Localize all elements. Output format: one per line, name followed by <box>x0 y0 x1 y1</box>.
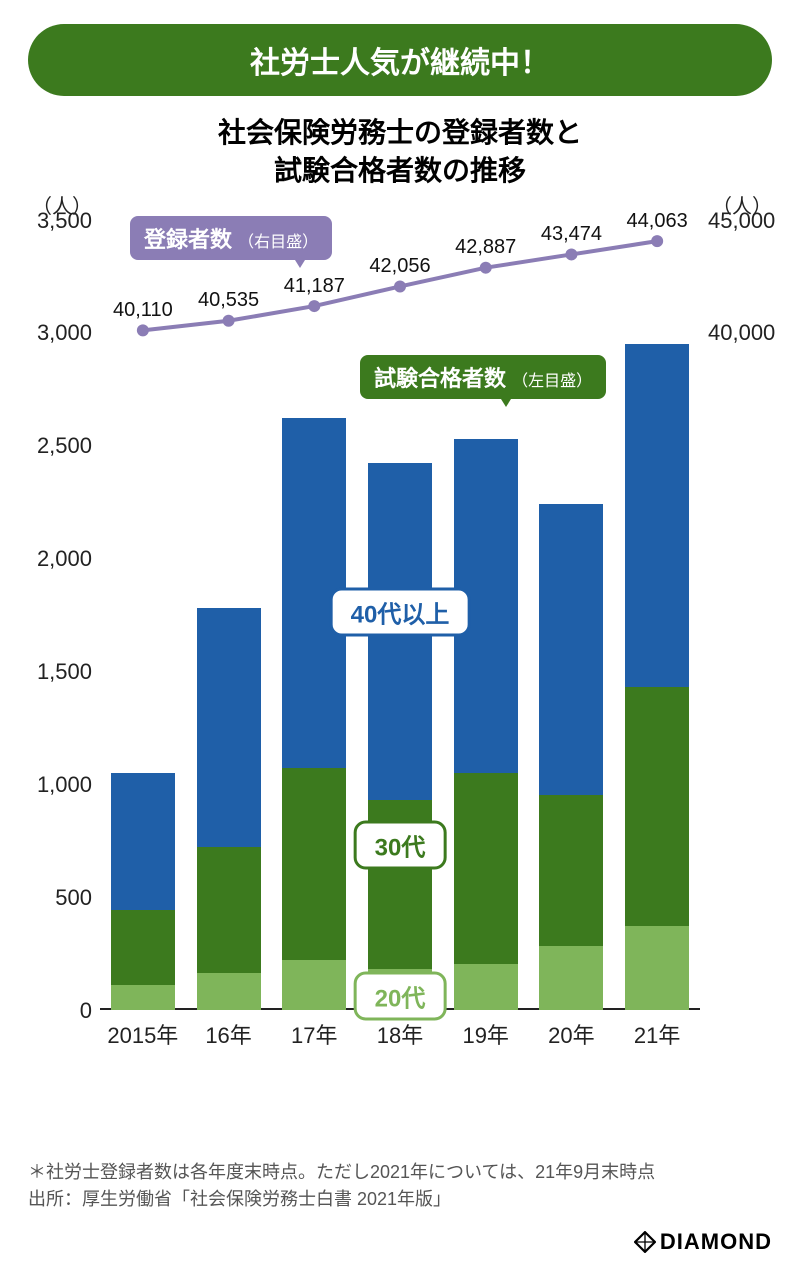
xtick: 16年 <box>205 1010 251 1050</box>
brand-logo: DIAMOND <box>634 1229 772 1255</box>
line-value-label: 42,887 <box>455 236 516 259</box>
line-value-label: 40,110 <box>113 299 173 322</box>
chart-area: （人）（人）05001,0001,5002,0002,5003,0003,500… <box>28 220 772 1090</box>
age-pill-20s: 20代 <box>354 972 447 1021</box>
legend-bar: 試験合格者数 （左目盛） <box>360 355 606 399</box>
age-pill-40plus: 40代以上 <box>330 588 471 637</box>
age-pill-30s: 30代 <box>354 820 447 869</box>
ytick-left: 2,000 <box>20 546 100 572</box>
xtick: 2015年 <box>107 1010 178 1050</box>
ytick-left: 1,500 <box>20 659 100 685</box>
ytick-left: 3,000 <box>20 320 100 346</box>
line-value-label: 44,063 <box>627 210 688 233</box>
line-value-label: 42,056 <box>369 255 430 278</box>
legend-bar-tail <box>496 391 516 407</box>
footnote: ＊社労士登録者数は各年度末時点。ただし2021年については、21年9月末時点 出… <box>28 1159 772 1213</box>
legend-line-tail <box>290 252 310 268</box>
xtick: 17年 <box>291 1010 337 1050</box>
ytick-left: 500 <box>20 885 100 911</box>
footnote-line1: ＊社労士登録者数は各年度末時点。ただし2021年については、21年9月末時点 <box>28 1162 655 1182</box>
xtick: 21年 <box>634 1010 680 1050</box>
ytick-left: 2,500 <box>20 433 100 459</box>
xtick: 20年 <box>548 1010 594 1050</box>
subtitle-line1: 社会保険労務士の登録者数と <box>218 117 582 148</box>
ytick-left: 3,500 <box>20 208 100 234</box>
ytick-left: 0 <box>20 998 100 1024</box>
footnote-line2: 出所：厚生労働省「社会保険労務士白書 2021年版」 <box>28 1189 451 1209</box>
subtitle: 社会保険労務士の登録者数と 試験合格者数の推移 <box>0 114 800 190</box>
brand-text: DIAMOND <box>660 1229 772 1255</box>
subtitle-line2: 試験合格者数の推移 <box>274 155 526 186</box>
banner-text: 社労士人気が継続中！ <box>250 47 550 80</box>
ytick-left: 1,000 <box>20 772 100 798</box>
xtick: 19年 <box>462 1010 508 1050</box>
diamond-icon <box>634 1231 656 1253</box>
line-value-label: 43,474 <box>541 223 602 246</box>
ytick-right: 45,000 <box>700 208 790 234</box>
ytick-right: 40,000 <box>700 320 790 346</box>
line-value-label: 40,535 <box>198 289 259 312</box>
line-value-label: 41,187 <box>284 275 345 298</box>
plot-area: （人）（人）05001,0001,5002,0002,5003,0003,500… <box>100 220 700 1010</box>
banner: 社労士人気が継続中！ <box>28 24 772 96</box>
